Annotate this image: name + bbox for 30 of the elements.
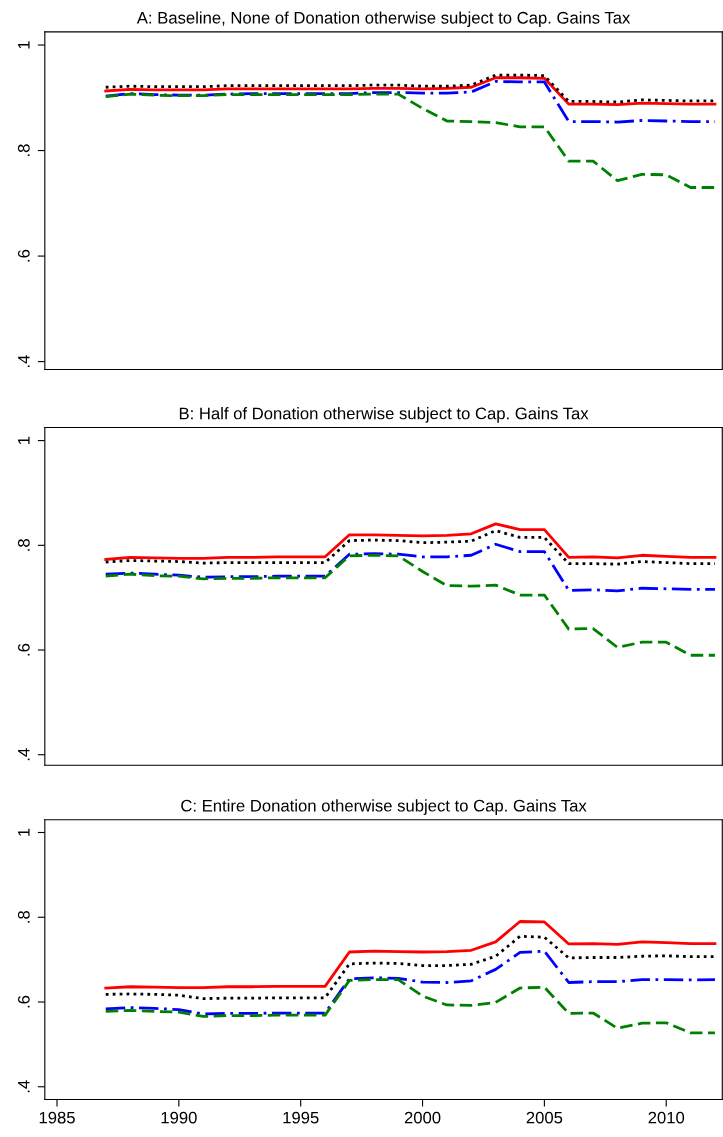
- x-tick-label: 1995: [283, 1111, 319, 1124]
- line-series: [104, 522, 717, 561]
- x-tick-label: 1990: [161, 1111, 197, 1124]
- y-tick-label: 1: [18, 828, 30, 836]
- chart-title: C: Entire Donation otherwise subject to Cap. Gains Tax: [181, 799, 587, 815]
- y-tick-label: .6: [17, 249, 30, 262]
- y-tick-label: .6: [17, 995, 30, 1008]
- line-series: [104, 934, 717, 1001]
- y-tick-label: .6: [17, 643, 30, 656]
- line-series: [104, 542, 717, 593]
- line-series: [104, 529, 717, 566]
- y-tick-label: .4: [18, 355, 30, 368]
- chart-title: A: Baseline, None of Donation otherwise subject to Cap. Gains Tax: [136, 11, 631, 27]
- y-tick-label: .4: [18, 748, 30, 761]
- line-series: [104, 949, 717, 1016]
- x-tick-label: 2000: [404, 1111, 441, 1124]
- line-series: [104, 553, 717, 657]
- line-series: [104, 920, 717, 990]
- x-tick-label: 2005: [526, 1111, 563, 1124]
- x-tick-label: 1985: [39, 1111, 75, 1124]
- y-tick-label: .4: [18, 1080, 30, 1093]
- line-series: [104, 978, 717, 1035]
- y-tick-label: .8: [17, 144, 30, 156]
- chart-title: B: Half of Donation otherwise subject to Cap. Gains Tax: [179, 407, 589, 423]
- y-tick-label: .8: [17, 539, 30, 551]
- y-tick-label: .8: [17, 911, 30, 923]
- x-tick-label: 2010: [648, 1111, 685, 1124]
- line-series: [104, 92, 717, 189]
- y-tick-label: 1: [18, 436, 30, 444]
- y-tick-label: 1: [18, 41, 30, 49]
